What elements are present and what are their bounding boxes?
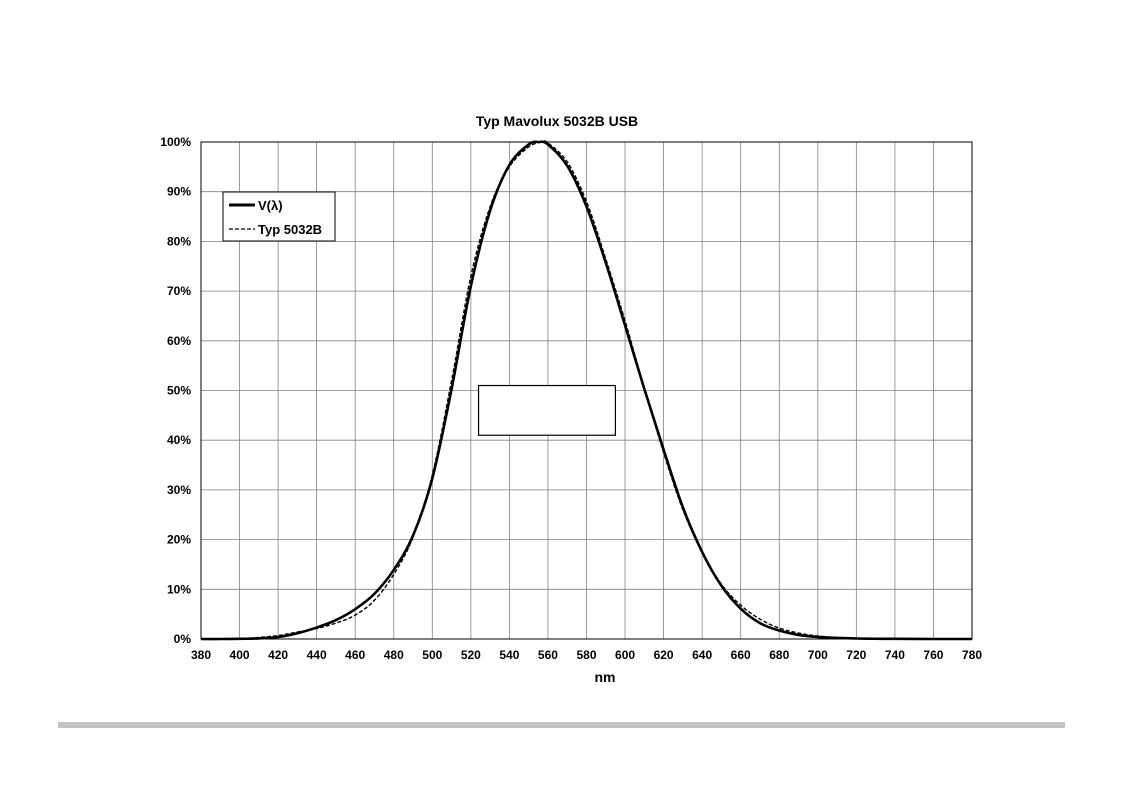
x-tick-label: 500 — [422, 648, 442, 662]
x-tick-label: 660 — [731, 648, 751, 662]
y-axis-tick-labels: 0% 10% 20% 30% 40% 50% 60% 70% 80% 90% 100% — [160, 135, 191, 646]
y-tick-label: 50% — [167, 384, 191, 398]
x-tick-label: 720 — [846, 648, 866, 662]
x-tick-label: 480 — [384, 648, 404, 662]
x-tick-label: 460 — [345, 648, 365, 662]
y-tick-label: 30% — [167, 483, 191, 497]
x-tick-label: 420 — [268, 648, 288, 662]
y-tick-label: 100% — [160, 135, 191, 149]
y-tick-label: 40% — [167, 433, 191, 447]
y-tick-label: 70% — [167, 284, 191, 298]
x-tick-label: 760 — [923, 648, 943, 662]
x-tick-label: 620 — [654, 648, 674, 662]
x-tick-label: 640 — [692, 648, 712, 662]
x-tick-label: 700 — [808, 648, 828, 662]
x-tick-label: 580 — [576, 648, 596, 662]
x-tick-label: 600 — [615, 648, 635, 662]
y-tick-label: 60% — [167, 334, 191, 348]
x-tick-label: 780 — [962, 648, 982, 662]
x-axis-tick-labels: 380 400 420 440 460 480 500 520 540 560 580 600 620 6… — [191, 648, 982, 662]
x-tick-label: 680 — [769, 648, 789, 662]
legend-label-typ-5032b: Typ 5032B — [258, 222, 322, 237]
legend: V(λ) Typ 5032B — [222, 191, 336, 242]
y-tick-label: 20% — [167, 533, 191, 547]
plot-area-border — [200, 141, 973, 640]
series-line-v-lambda — [200, 140, 973, 641]
x-tick-label: 400 — [230, 648, 250, 662]
legend-box — [222, 191, 336, 242]
y-tick-label: 90% — [167, 185, 191, 199]
annotation-box — [477, 384, 617, 436]
x-tick-label: 540 — [499, 648, 519, 662]
footer-divider — [58, 722, 1065, 728]
y-tick-label: 10% — [167, 582, 191, 596]
x-tick-label: 560 — [538, 648, 558, 662]
grid-lines — [200, 141, 973, 640]
series-lines — [200, 140, 973, 641]
series-line-typ-5032b — [200, 140, 973, 640]
x-tick-label: 740 — [885, 648, 905, 662]
x-axis-label: nm — [595, 669, 616, 685]
chart-title: Typ Mavolux 5032B USB — [476, 113, 638, 129]
x-tick-label: 520 — [461, 648, 481, 662]
y-tick-label: 80% — [167, 234, 191, 248]
y-tick-label: 0% — [174, 632, 192, 646]
x-tick-label: 440 — [307, 648, 327, 662]
legend-label-v-lambda: V(λ) — [258, 198, 283, 213]
x-tick-label: 380 — [191, 648, 211, 662]
